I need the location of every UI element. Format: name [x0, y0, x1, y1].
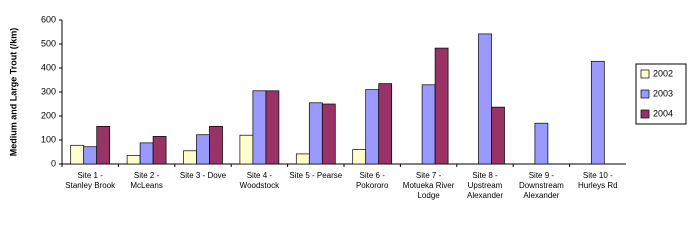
x-tick-label: Site 4 - Woodstock: [239, 171, 280, 190]
bar: [70, 144, 85, 165]
bar: [239, 134, 254, 165]
bar: [152, 136, 167, 165]
bar: [365, 89, 380, 165]
x-tick-label: Site 5 - Pearse: [289, 171, 343, 180]
bar: [434, 47, 449, 165]
legend-label: 2003: [653, 88, 673, 98]
x-tick-label: Site 10 - Hurleys Rd: [578, 171, 618, 190]
legend-swatch: [640, 109, 650, 119]
y-tick-label: 300: [41, 86, 56, 96]
x-tick-label: Site 3 - Dove: [179, 171, 227, 180]
y-axis-label: Medium and Large Trout (/km): [8, 28, 18, 157]
bar: [421, 84, 436, 165]
y-tick-label: 100: [41, 134, 56, 144]
x-tick-label: Site 1 - Stanley Brook: [65, 171, 116, 190]
legend-label: 2004: [653, 108, 673, 118]
bar: [183, 150, 197, 165]
bar: [139, 142, 154, 165]
y-tick-label: 0: [51, 158, 56, 168]
bar: [83, 146, 98, 165]
x-tick-label: Site 6 - Pokororo: [355, 171, 389, 190]
y-tick-label: 400: [41, 62, 56, 72]
chart: Medium and Large Trout (/km) 0 100 200 300 4…: [8, 14, 687, 168]
bar: [478, 33, 492, 165]
x-tick-label: Site 9 - Downstream Alexander: [518, 171, 564, 200]
page: Medium and Large Trout (/km) 0 100 200 300 4…: [8, 14, 687, 200]
bar: [96, 125, 111, 165]
bar: [491, 106, 505, 165]
bar: [308, 102, 323, 165]
legend-label: 2002: [653, 68, 673, 78]
y-tick-label: 600: [41, 14, 56, 24]
bar: [295, 153, 310, 165]
legend-swatch: [640, 69, 650, 79]
bar: [252, 90, 267, 165]
bar: [352, 149, 367, 165]
bar: [265, 90, 280, 165]
y-tick-label: 500: [41, 38, 56, 48]
x-tick-label: Site 7 - Motueka River Lodge: [402, 171, 455, 200]
y-tick-label: 200: [41, 110, 56, 120]
bar: [378, 83, 393, 165]
bar: [590, 60, 605, 165]
bar: [126, 155, 141, 165]
bar: [321, 103, 336, 165]
x-tick-label: Site 8 - Upstream Alexander: [466, 171, 504, 200]
bar: [209, 125, 223, 165]
bar: [196, 134, 210, 165]
legend-swatch: [640, 89, 650, 99]
bar: [534, 122, 549, 165]
x-tick-label: Site 2 - McLeans: [130, 171, 163, 190]
